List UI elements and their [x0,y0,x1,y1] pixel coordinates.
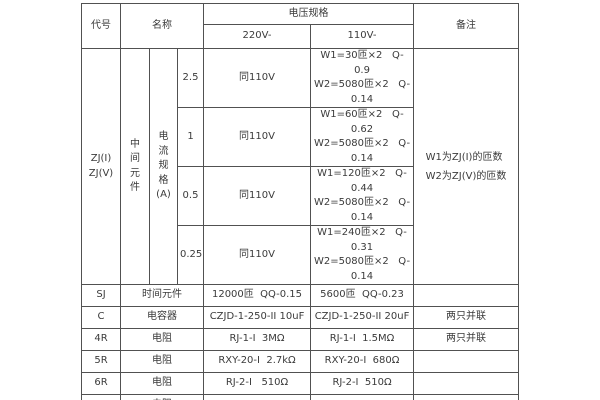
zj-220v-value: 同110V [203,225,312,285]
row-remark [413,394,520,400]
zj-110v-value: W1=120匝×2 Q-0.44 W2=5080匝×2 Q-0.14 [310,166,415,226]
row-remark: 两只并联 [413,306,520,329]
row-name: 电阻 [119,350,205,373]
row-name: 电阻 [119,372,205,395]
table-row: 17R 电阻 RJ-2-I 3MΩ RJ-2-I 1.5MΩ [81,394,520,400]
zj-110v-value: W1=60匝×2 Q-0.62 W2=5080匝×2 Q-0.14 [310,107,415,167]
zj-code: ZJ(I) ZJ(V) [81,48,121,285]
row-code: 4R [81,328,121,351]
row-remark [413,284,520,307]
zj-element-name: 中 间 元 件 [120,48,150,285]
row-name: 电阻 [119,394,205,400]
zj-current-value: 0.25 [176,225,205,285]
table-row: 6R 电阻 RJ-2-I 510Ω RJ-2-I 510Ω [81,372,520,395]
row-220v-value: CZJD-1-250-II 10uF [203,306,312,329]
row-220v-value: RJ-2-I 510Ω [203,372,312,395]
row-110v-value: CZJD-1-250-II 20uF [310,306,415,329]
table-row: 4R 电阻 RJ-1-I 3MΩ RJ-1-I 1.5MΩ 两只并联 [81,328,520,351]
row-name: 时间元件 [119,284,205,307]
row-code: 6R [81,372,121,395]
row-remark [413,350,520,373]
row-110v-value: RXY-20-I 680Ω [310,350,415,373]
row-code: 17R [81,394,121,400]
row-110v-value: RJ-1-I 1.5MΩ [310,328,415,351]
zj-110v-value: W1=240匝×2 Q-0.31 W2=5080匝×2 Q-0.14 [310,225,415,285]
zj-remark-text: W1为ZJ(I)的匝数 W2为ZJ(V)的匝数 [425,151,507,182]
row-220v-value: RXY-20-I 2.7kΩ [203,350,312,373]
header-code: 代号 [81,3,121,49]
header-name: 名称 [119,3,205,49]
zj-110v-value: W1=30匝×2 Q-0.9 W2=5080匝×2 Q-0.14 [310,48,415,108]
zj-220v-value: 同110V [203,48,312,108]
row-110v-value: 5600匝 QQ-0.23 [310,284,415,307]
row-remark [413,372,520,395]
row-220v-value: RJ-2-I 3MΩ [203,394,312,400]
header-voltage-spec: 电压规格 [203,3,415,25]
header-220v: 220V- [203,24,312,49]
table-row: 5R 电阻 RXY-20-I 2.7kΩ RXY-20-I 680Ω [81,350,520,373]
row-110v-value: RJ-2-I 1.5MΩ [310,394,415,400]
table-row: SJ 时间元件 12000匝 QQ-0.15 5600匝 QQ-0.23 [81,284,520,307]
row-name: 电阻 [119,328,205,351]
row-code: 5R [81,350,121,373]
zj-current-value: 0.5 [176,166,205,226]
zj-220v-value: 同110V [203,107,312,167]
row-remark: 两只并联 [413,328,520,351]
zj-current-value: 1 [176,107,205,167]
zj-current-spec-label: 电 流 规 格 (A) [149,48,178,285]
row-110v-value: RJ-2-I 510Ω [310,372,415,395]
header-110v: 110V- [310,24,415,49]
zj-220v-value: 同110V [203,166,312,226]
row-220v-value: RJ-1-I 3MΩ [203,328,312,351]
table-row: C 电容器 CZJD-1-250-II 10uF CZJD-1-250-II 2… [81,306,520,329]
zj-remark: W1为ZJ(I)的匝数 W2为ZJ(V)的匝数 [413,48,520,285]
row-code: SJ [81,284,121,307]
row-name: 电容器 [119,306,205,329]
zj-current-value: 2.5 [176,48,205,108]
component-spec-table: 代号 名称 电压规格 备注 220V- 110V- ZJ(I) ZJ(V) 中 … [81,3,520,400]
row-220v-value: 12000匝 QQ-0.15 [203,284,312,307]
header-remark: 备注 [413,3,520,49]
row-code: C [81,306,121,329]
